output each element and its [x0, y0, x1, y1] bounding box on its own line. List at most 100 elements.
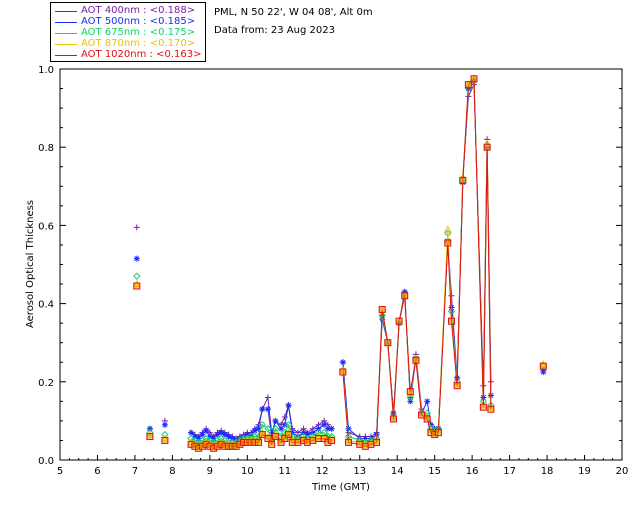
data-point — [448, 292, 455, 299]
x-tick-label: 7 — [132, 466, 138, 477]
data-point — [277, 438, 285, 446]
data-point — [487, 405, 495, 413]
data-point — [356, 440, 364, 448]
series-layer — [132, 74, 548, 452]
series-line — [342, 77, 492, 445]
data-point — [479, 403, 487, 411]
data-point — [206, 433, 213, 440]
data-point — [195, 435, 202, 442]
series-line — [342, 79, 492, 439]
data-point — [395, 317, 403, 325]
data-point — [255, 438, 263, 446]
data-point — [412, 356, 420, 364]
data-point — [221, 431, 228, 438]
data-point — [284, 421, 293, 429]
data-point — [418, 411, 426, 419]
legend-label: AOT 400nm : <0.188> — [81, 5, 196, 16]
series-line — [342, 84, 492, 437]
data-point — [459, 176, 467, 184]
data-point — [345, 425, 352, 432]
y-tick-label: 1.0 — [38, 65, 54, 76]
data-point — [161, 436, 169, 444]
legend-label: AOT 675nm : <0.175> — [81, 27, 196, 38]
data-point — [378, 305, 386, 313]
data-point — [264, 394, 271, 401]
data-point — [540, 369, 547, 376]
data-point — [278, 425, 285, 432]
data-point — [539, 362, 547, 370]
x-tick-label: 14 — [391, 466, 404, 477]
data-point — [264, 425, 272, 433]
data-point — [483, 143, 491, 151]
data-point — [401, 292, 409, 300]
data-point — [203, 427, 210, 434]
data-point — [373, 438, 381, 446]
legend-item: AOT 870nm : <0.170> — [51, 38, 205, 50]
legend: AOT 400nm : <0.188> AOT 500nm : <0.185> … — [50, 2, 206, 62]
x-tick-label: 5 — [57, 466, 63, 477]
x-axis: 5 6 7 8 9 10 11 12 13 14 15 16 17 18 19 20 — [57, 455, 629, 477]
data-point — [427, 421, 434, 428]
legend-label: AOT 500nm : <0.185> — [81, 16, 196, 27]
data-point — [448, 317, 456, 325]
data-point — [281, 413, 288, 420]
data-point — [225, 433, 232, 440]
data-point — [133, 224, 140, 231]
x-tick-label: 20 — [616, 466, 629, 477]
series-line — [342, 77, 492, 447]
site-info: PML, N 50 22', W 04 08', Alt 0m — [214, 7, 373, 18]
date-info: Data from: 23 Aug 2023 — [214, 25, 335, 36]
data-point — [281, 434, 289, 442]
legend-item: AOT 500nm : <0.185> — [51, 16, 205, 28]
legend-swatch — [55, 55, 77, 56]
data-point — [406, 388, 414, 396]
data-point — [210, 435, 217, 442]
data-point — [268, 433, 275, 440]
series-1 — [133, 81, 547, 442]
y-tick-label: 0.6 — [38, 221, 54, 232]
x-tick-label: 6 — [94, 466, 100, 477]
data-point — [434, 429, 442, 437]
data-point — [188, 429, 195, 436]
data-point — [304, 431, 311, 438]
data-point — [259, 406, 266, 413]
legend-item: AOT 400nm : <0.188> — [51, 5, 205, 17]
x-axis-title: Time (GMT) — [311, 482, 370, 493]
data-point — [258, 431, 266, 439]
data-point — [320, 434, 328, 442]
data-point — [362, 435, 369, 442]
x-tick-label: 12 — [316, 466, 329, 477]
y-tick-label: 0.0 — [38, 456, 54, 467]
data-point — [309, 429, 316, 436]
data-point — [133, 255, 140, 262]
data-point — [384, 339, 392, 347]
legend-item: AOT 1020nm : <0.163> — [51, 49, 205, 61]
y-tick-label: 0.2 — [38, 378, 54, 389]
data-point — [264, 406, 271, 413]
data-point — [294, 438, 302, 446]
data-point — [444, 239, 452, 247]
y-axis: 0.0 0.2 0.4 0.6 0.8 1.0 — [38, 65, 622, 467]
data-point — [281, 421, 288, 428]
data-point — [285, 431, 293, 439]
data-point — [248, 431, 255, 438]
x-tick-label: 9 — [207, 466, 213, 477]
data-point — [315, 434, 323, 442]
data-point — [321, 421, 328, 428]
data-point — [309, 436, 317, 444]
data-point — [264, 434, 272, 442]
data-point — [339, 368, 347, 376]
x-tick-label: 16 — [466, 466, 479, 477]
y-tick-label: 0.8 — [38, 143, 54, 154]
x-tick-label: 17 — [503, 466, 516, 477]
x-tick-label: 19 — [578, 466, 591, 477]
data-point — [251, 427, 258, 434]
data-point — [303, 438, 311, 446]
series-3 — [133, 77, 548, 447]
legend-swatch — [55, 11, 77, 12]
data-point — [407, 398, 414, 405]
series-5 — [133, 75, 547, 452]
x-tick-label: 8 — [169, 466, 175, 477]
legend-item: AOT 675nm : <0.175> — [51, 27, 205, 39]
